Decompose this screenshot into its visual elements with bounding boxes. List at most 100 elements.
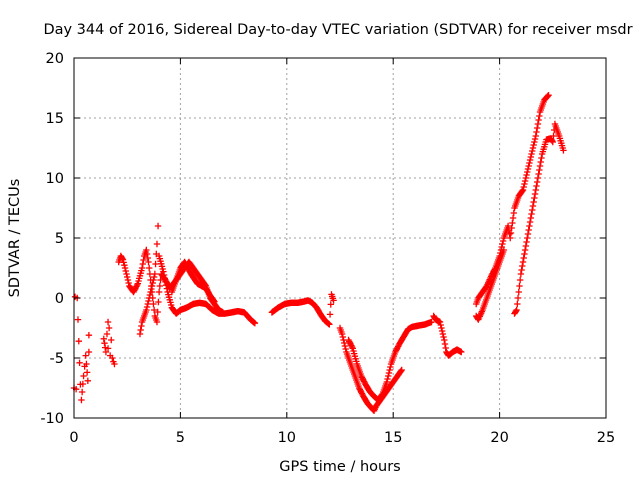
data-point: [526, 222, 533, 230]
data-point: [139, 260, 147, 268]
data-point: [531, 190, 539, 198]
data-point: [522, 242, 530, 250]
data-point: [549, 138, 556, 146]
data-point: [521, 177, 529, 185]
data-points: [70, 92, 567, 414]
data-point: [144, 254, 151, 262]
data-point: [150, 306, 158, 314]
data-point: [524, 230, 532, 238]
data-point: [121, 262, 128, 269]
y-axis-label: SDTVAR / TECUs: [7, 179, 23, 298]
data-point: [520, 183, 527, 191]
data-point: [545, 92, 552, 99]
data-point: [529, 202, 537, 210]
data-point: [358, 374, 366, 381]
data-point: [518, 266, 525, 274]
data-point: [397, 367, 405, 375]
data-point: [387, 363, 394, 371]
data-point: [326, 321, 333, 328]
data-point: [326, 311, 334, 318]
data-point: [523, 238, 530, 246]
data-point: [125, 279, 132, 287]
data-point: [202, 281, 209, 289]
data-point: [441, 336, 448, 344]
data-point: [153, 318, 161, 326]
grid: [74, 58, 606, 418]
data-point: [105, 324, 113, 332]
data-point: [153, 240, 161, 248]
data-point: [143, 303, 151, 311]
data-point: [535, 170, 542, 178]
data-point: [384, 375, 391, 383]
data-point: [357, 387, 364, 394]
data-point: [383, 378, 391, 386]
data-point: [514, 294, 522, 302]
x-tick-label: 5: [176, 430, 185, 446]
data-point: [532, 132, 539, 140]
data-point: [160, 268, 167, 275]
data-point: [519, 187, 526, 195]
data-point: [79, 380, 87, 388]
data-point: [513, 306, 520, 314]
data-point: [140, 256, 147, 264]
data-point: [458, 348, 465, 356]
data-point: [160, 271, 168, 279]
data-point: [119, 255, 126, 262]
data-point: [509, 214, 517, 222]
data-point: [152, 260, 159, 268]
data-point: [519, 186, 527, 194]
data-point: [531, 138, 538, 146]
data-point: [82, 352, 89, 359]
data-point: [121, 264, 129, 272]
data-point: [385, 369, 393, 377]
x-tick-label: 0: [69, 430, 78, 446]
x-axis-label: GPS time / hours: [279, 459, 400, 475]
data-point: [519, 258, 527, 266]
data-point: [104, 345, 112, 352]
data-point: [78, 388, 86, 396]
data-point: [145, 297, 152, 305]
data-point: [341, 342, 349, 350]
data-point: [533, 178, 541, 186]
data-point: [519, 262, 526, 270]
data-point: [161, 275, 168, 282]
data-point: [442, 344, 449, 352]
x-tick-label: 10: [278, 430, 296, 446]
data-point: [385, 372, 392, 380]
data-point: [155, 288, 163, 296]
data-point: [75, 338, 82, 345]
data-point: [533, 128, 540, 136]
data-point: [150, 273, 158, 281]
data-point: [147, 288, 154, 296]
data-point: [507, 234, 514, 242]
data-point: [102, 348, 110, 356]
data-point: [74, 316, 82, 323]
data-point: [124, 273, 131, 281]
data-point: [358, 390, 366, 397]
data-point: [527, 214, 535, 222]
data-point: [85, 332, 93, 339]
data-point: [123, 270, 130, 278]
data-point: [360, 378, 368, 385]
data-point: [124, 276, 132, 284]
data-point: [155, 298, 162, 306]
data-point: [136, 330, 144, 338]
data-point: [346, 339, 354, 346]
data-point: [438, 327, 446, 335]
data-point: [529, 206, 536, 214]
data-point: [150, 300, 157, 308]
data-point: [145, 258, 152, 266]
data-point: [516, 282, 523, 290]
data-point: [330, 297, 337, 304]
data-point: [499, 237, 507, 245]
data-point: [530, 141, 537, 149]
data-point: [163, 282, 170, 289]
data-point: [507, 229, 515, 237]
data-point: [392, 348, 399, 356]
data-point: [151, 270, 159, 278]
y-tick-label: 20: [46, 51, 64, 67]
data-point: [529, 144, 537, 152]
data-point: [156, 282, 164, 290]
y-tick-label: 10: [46, 171, 64, 187]
